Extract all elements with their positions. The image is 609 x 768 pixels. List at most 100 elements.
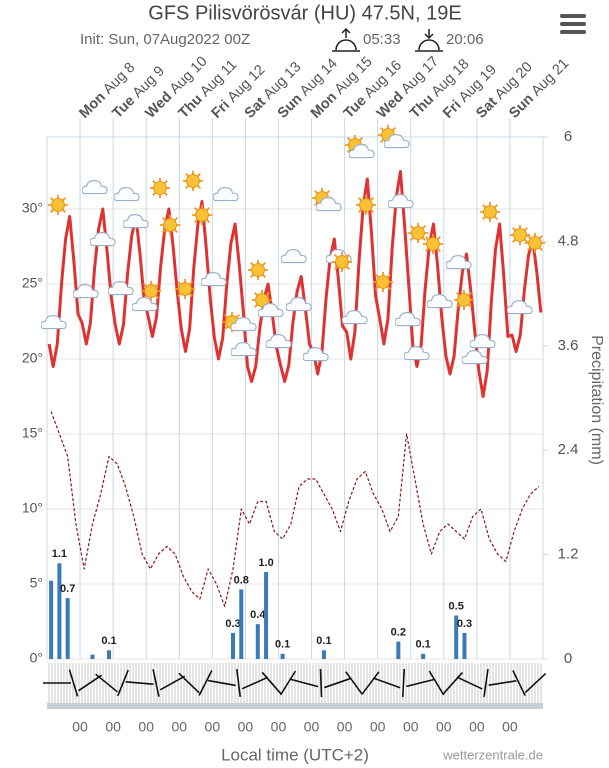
y2-tick-label: 4.8	[558, 232, 579, 249]
precip-bar	[454, 615, 459, 659]
bar-value-label: 0.3	[457, 618, 472, 630]
x-tick-label: 00	[205, 719, 221, 735]
weather-icon	[523, 232, 547, 254]
weather-icon	[190, 204, 214, 226]
wind-arrow	[77, 674, 103, 692]
weather-icon	[213, 186, 239, 202]
weather-icon	[452, 289, 476, 311]
weather-icon	[148, 177, 172, 199]
wind-arrow	[68, 669, 79, 697]
weekday: Thu	[407, 91, 437, 121]
sunset-icon	[415, 29, 443, 52]
weather-icon	[427, 293, 453, 309]
precip-bar	[462, 632, 467, 659]
weather-icon	[201, 271, 227, 287]
wind-arrow	[235, 669, 242, 697]
weather-icon	[406, 222, 430, 244]
weather-icon	[123, 213, 149, 229]
date: Aug 21	[528, 56, 572, 100]
wind-arrow	[95, 673, 118, 693]
weather-icon	[281, 248, 307, 264]
wind-arrow	[443, 672, 463, 694]
date: Aug 14	[297, 56, 341, 100]
wind-arrow	[125, 680, 154, 686]
y2-tick-label: 3.6	[558, 337, 579, 354]
bar-value-label: 1.1	[52, 548, 67, 560]
precip-bar	[231, 632, 235, 659]
precip-bar	[421, 653, 426, 659]
bar-value-label: 1.0	[258, 557, 273, 569]
precip-bar	[396, 641, 401, 659]
wind-arrow	[483, 669, 489, 697]
wind-arrow	[159, 675, 186, 691]
bar-value-label: 0.8	[234, 574, 249, 586]
wind-arrow	[361, 671, 380, 695]
weather-icon	[342, 309, 368, 325]
x-tick-label: 00	[72, 719, 88, 735]
wind-arrow	[373, 677, 401, 689]
y2-tick-label: 2.4	[558, 441, 579, 458]
weather-icon	[395, 311, 421, 327]
wind-arrow	[198, 670, 213, 696]
weather-icon	[82, 179, 108, 195]
y2-tick-label: 1.2	[558, 546, 579, 563]
y-tick-label: 20°	[22, 350, 43, 366]
wind-arrow	[401, 668, 406, 698]
bar-value-label: 0.5	[449, 600, 464, 612]
weekday: Sat	[473, 94, 500, 121]
bar-value-label: 0.7	[60, 583, 75, 595]
y2-tick-label: 6	[564, 128, 572, 145]
weather-icon	[330, 251, 354, 273]
weather-icon	[462, 349, 488, 365]
precip-bar	[107, 650, 111, 659]
sunrise-icon	[332, 27, 360, 52]
precip-bar	[90, 654, 95, 659]
chart-subtitle: Init: Sun, 07Aug2022 00Z	[80, 31, 250, 48]
weekday: Sun	[506, 91, 537, 122]
bar-value-label: 0.1	[101, 635, 116, 647]
precip-bar	[49, 580, 54, 659]
bar-value-label: 0.4	[250, 609, 266, 621]
weather-icon	[404, 345, 430, 361]
weather-icon	[246, 259, 270, 281]
weather-icon	[388, 193, 414, 209]
x-tick-label: 00	[304, 719, 320, 735]
y-tick-label: 25°	[22, 275, 43, 291]
wind-arrow	[324, 677, 351, 689]
weather-icon	[286, 296, 312, 312]
menu-button[interactable]	[560, 14, 586, 34]
wind-arrow	[319, 668, 323, 698]
precip-bar	[239, 589, 244, 659]
y-tick-label: 5°	[30, 575, 43, 591]
wind-arrow	[178, 672, 200, 694]
plot-frame	[46, 136, 544, 660]
weekday: Sat	[242, 94, 269, 121]
wind-strip	[47, 663, 543, 703]
x-tick-label: 00	[469, 719, 485, 735]
wind-arrow	[261, 671, 282, 695]
precip-bar	[264, 572, 269, 659]
weekday: Fri	[209, 97, 233, 121]
y-tick-label: 10°	[22, 500, 43, 516]
weather-icon	[158, 214, 182, 236]
x-tick-label: 00	[171, 719, 187, 735]
x-tick-label: 00	[337, 719, 353, 735]
weather-icon	[132, 296, 158, 312]
y2-tick-label: 0	[564, 650, 572, 667]
wind-arrow	[345, 671, 363, 695]
wind-arrow	[456, 676, 483, 690]
y-tick-label: 0°	[30, 650, 43, 666]
x-tick-label: 00	[403, 719, 419, 735]
precip-bar	[255, 624, 260, 659]
weather-icon	[41, 314, 67, 330]
weekday: Mon	[76, 89, 108, 121]
y2-axis-title: Precipitation (mm)	[588, 335, 605, 465]
weather-icon	[508, 224, 532, 246]
weather-icon	[90, 231, 116, 247]
x-tick-label: 00	[502, 719, 518, 735]
y-tick-label: 30°	[22, 200, 43, 216]
weather-icon	[181, 170, 205, 192]
bar-value-label: 0.3	[225, 618, 240, 630]
precip-bar	[65, 598, 70, 659]
chart-title: GFS Pilisvörösvár (HU) 47.5N, 19E	[148, 2, 461, 24]
